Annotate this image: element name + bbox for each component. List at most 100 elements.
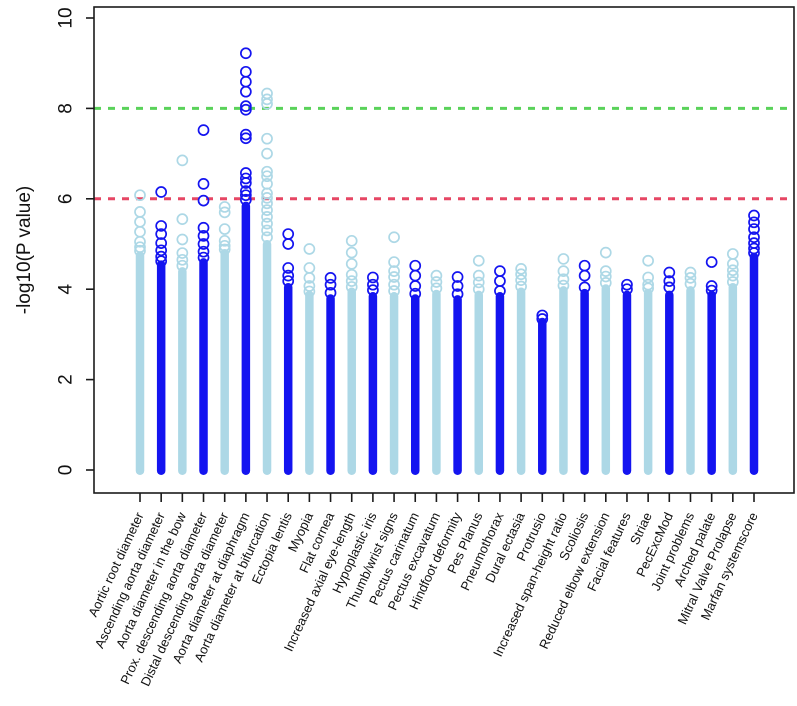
- data-point: [197, 245, 210, 258]
- data-point: [388, 265, 400, 277]
- column-bar: [749, 252, 759, 475]
- data-point: [134, 244, 146, 257]
- data-point: [197, 194, 210, 207]
- data-point: [261, 224, 273, 237]
- data-point: [557, 253, 570, 265]
- data-point: [705, 280, 718, 292]
- data-point: [261, 93, 273, 106]
- column-18: [494, 265, 506, 475]
- data-point: [261, 132, 273, 145]
- data-point: [176, 253, 189, 266]
- column-bar: [665, 290, 674, 475]
- data-point: [240, 132, 252, 145]
- column-15: [430, 269, 443, 475]
- data-point: [536, 313, 549, 325]
- data-point: [599, 277, 612, 289]
- data-point: [240, 172, 252, 185]
- data-point: [409, 269, 422, 282]
- data-point: [197, 178, 210, 190]
- data-point: [515, 280, 527, 293]
- data-point: [494, 265, 506, 277]
- data-point: [240, 85, 252, 98]
- column-bar: [474, 290, 484, 475]
- data-point: [303, 243, 316, 255]
- data-point: [176, 213, 189, 225]
- column-bar: [707, 290, 716, 475]
- data-point: [240, 65, 252, 78]
- column-9: [303, 243, 316, 475]
- data-point: [282, 275, 295, 287]
- data-point: [599, 270, 612, 283]
- column-26: [663, 266, 676, 475]
- data-point: [261, 170, 273, 183]
- data-point: [684, 272, 697, 284]
- data-point: [388, 256, 400, 268]
- column-16: [451, 271, 464, 475]
- data-point: [261, 211, 273, 223]
- data-point: [367, 271, 379, 284]
- column-1: [134, 189, 146, 475]
- data-point: [303, 272, 316, 284]
- y-tick-label: 2: [56, 374, 77, 385]
- data-point: [155, 186, 168, 198]
- data-point: [409, 287, 422, 300]
- data-point: [536, 309, 549, 322]
- data-point: [197, 251, 210, 264]
- plot-border: [93, 6, 795, 494]
- column-4: [197, 124, 210, 475]
- data-point: [472, 276, 485, 289]
- column-bar: [516, 287, 526, 475]
- data-point: [642, 278, 654, 291]
- data-point: [388, 271, 400, 283]
- data-point: [578, 269, 591, 282]
- data-point: [388, 285, 400, 297]
- data-point: [451, 271, 464, 283]
- data-point: [282, 238, 295, 250]
- column-bar: [241, 201, 251, 475]
- data-point: [218, 243, 231, 256]
- data-point: [218, 239, 231, 252]
- column-6: [240, 47, 252, 475]
- data-point: [155, 228, 168, 240]
- data-point: [748, 216, 760, 229]
- column-23: [599, 246, 612, 475]
- data-point: [218, 201, 231, 213]
- data-point: [176, 233, 189, 246]
- data-point: [705, 284, 718, 297]
- data-point: [134, 216, 146, 228]
- y-tick-label: 6: [56, 194, 77, 205]
- data-point: [324, 286, 337, 299]
- column-14: [409, 259, 422, 475]
- y-tick-label: 4: [56, 283, 77, 294]
- data-point: [409, 259, 422, 272]
- data-point: [240, 128, 252, 141]
- data-point: [240, 193, 252, 206]
- data-point: [176, 154, 189, 167]
- data-point: [303, 285, 316, 298]
- threshold-lines-group: [94, 106, 794, 201]
- data-point: [282, 228, 295, 240]
- column-bar: [305, 290, 314, 475]
- column-19: [515, 263, 527, 475]
- data-point: [261, 98, 273, 110]
- data-point: [303, 262, 316, 274]
- column-2: [155, 186, 168, 475]
- data-point: [515, 274, 527, 287]
- data-point: [218, 223, 231, 235]
- y-tick-label: 8: [56, 103, 77, 114]
- column-21: [557, 253, 570, 475]
- column-7: [261, 87, 273, 475]
- data-point: [134, 206, 146, 218]
- column-bar: [538, 317, 547, 475]
- data-point: [261, 192, 273, 204]
- column-bar: [262, 240, 272, 475]
- data-point: [726, 276, 739, 288]
- column-5: [218, 201, 231, 475]
- data-point: [599, 246, 612, 259]
- data-point: [388, 278, 400, 291]
- column-22: [578, 259, 591, 475]
- data-point: [282, 262, 295, 274]
- data-point: [282, 269, 295, 282]
- data-point: [176, 259, 189, 272]
